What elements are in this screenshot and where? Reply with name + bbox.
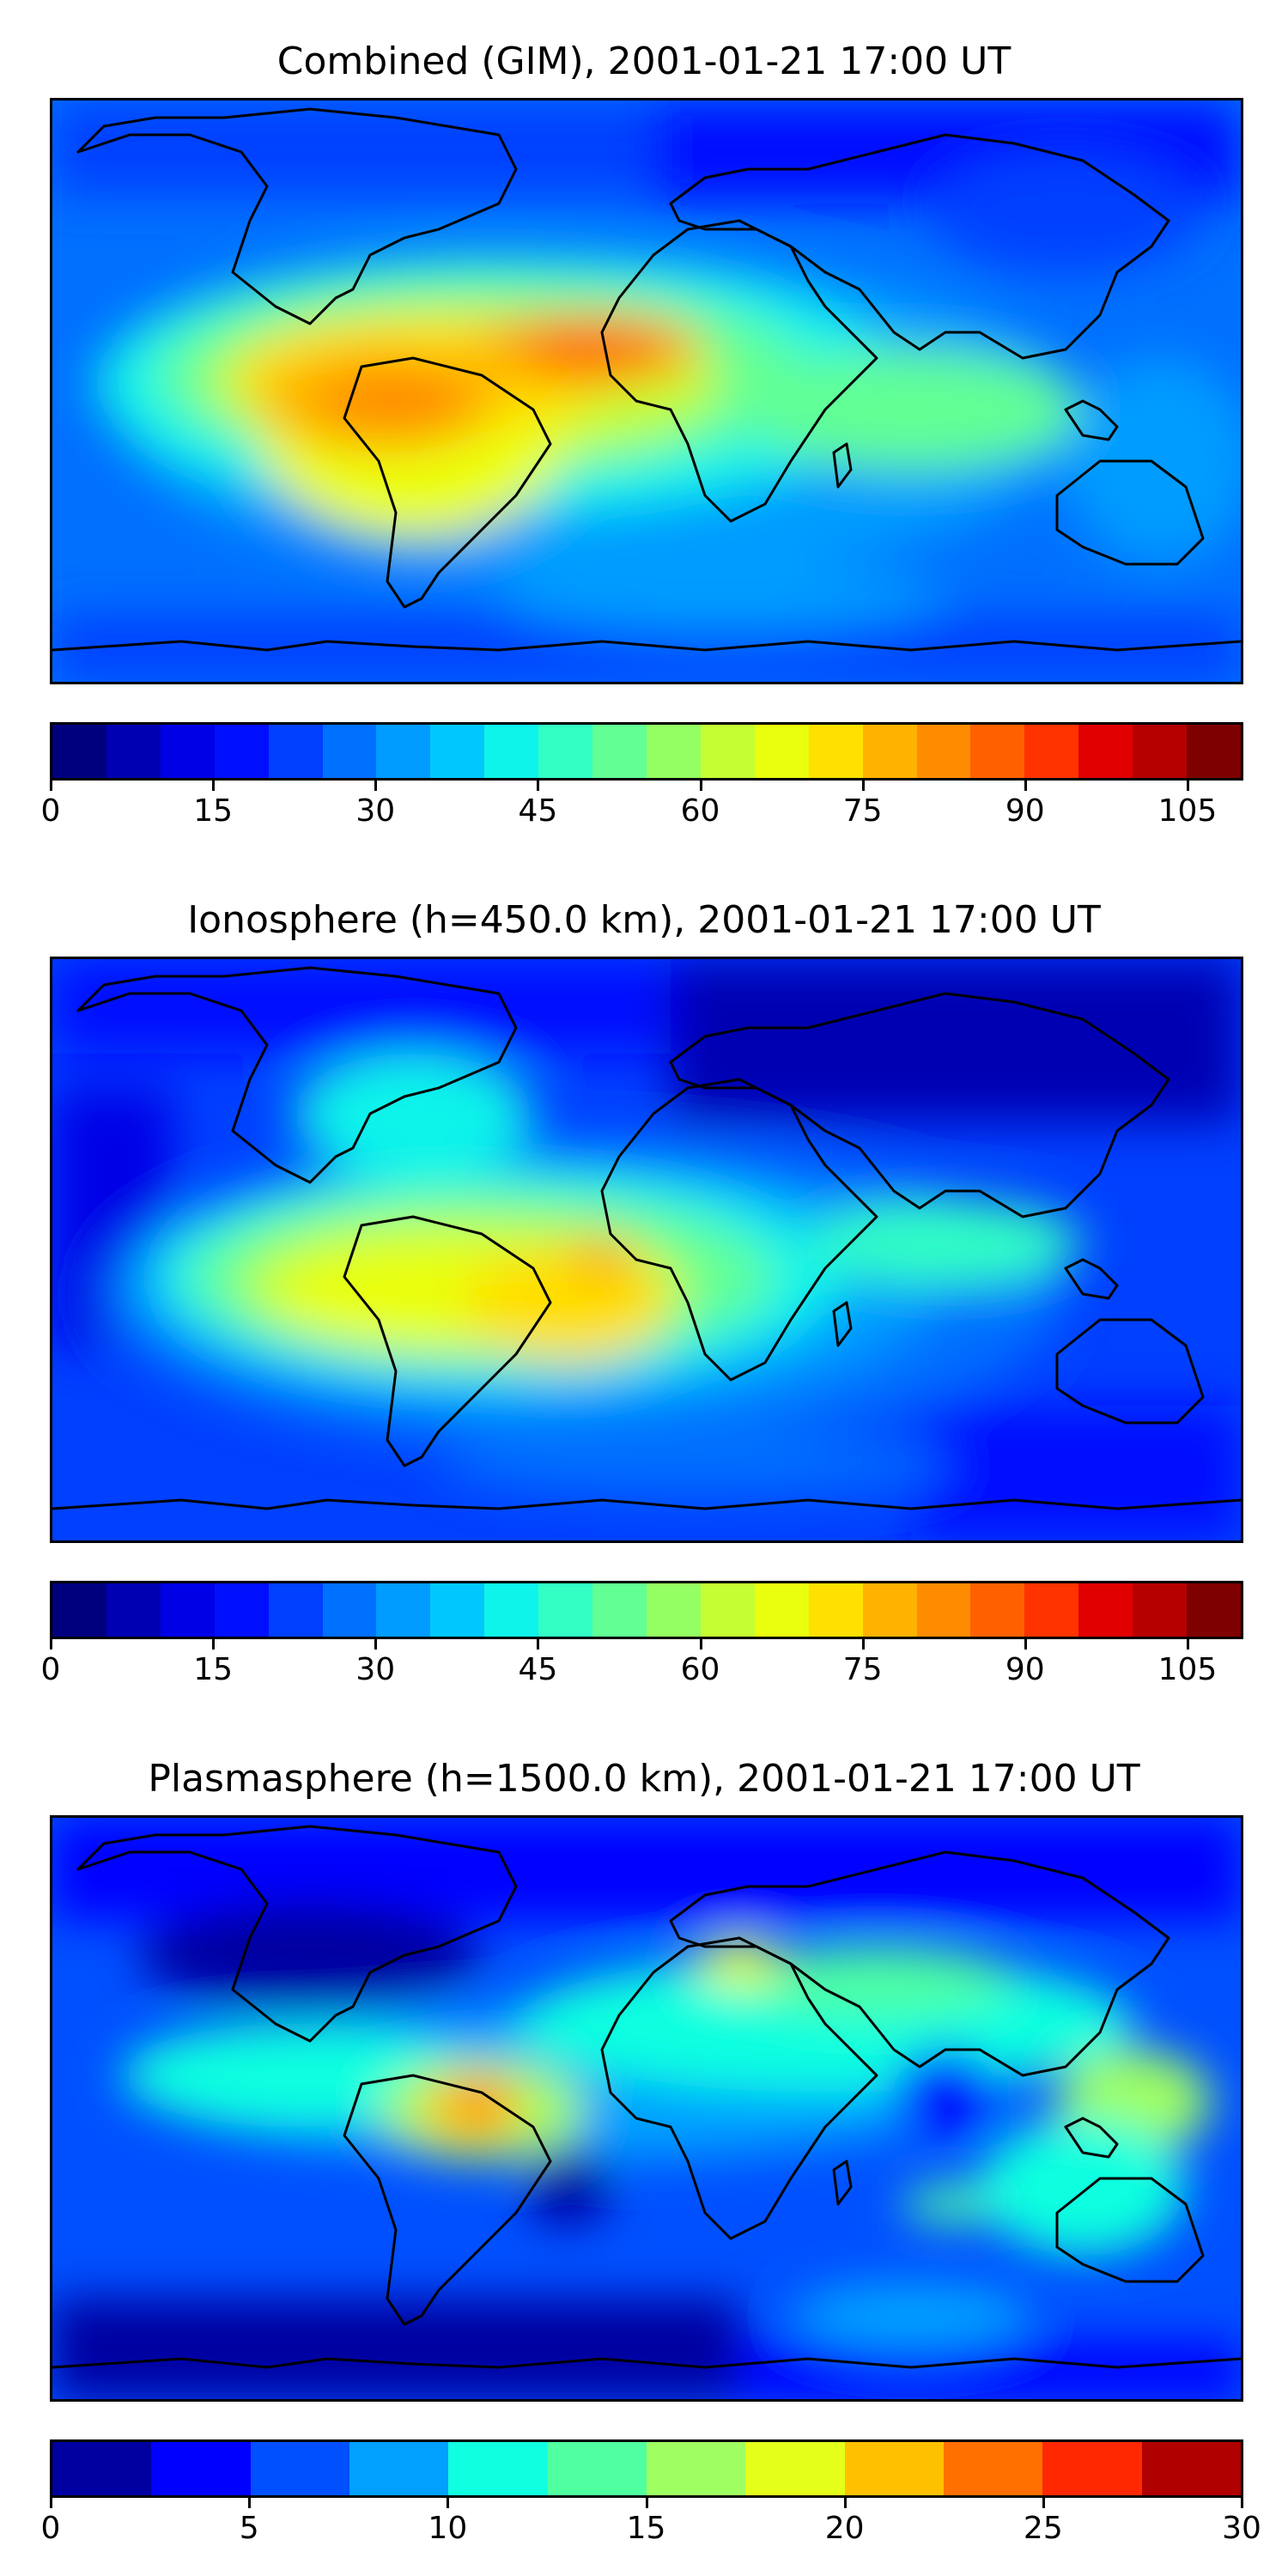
- colorbar-tick-mark: [50, 1639, 52, 1649]
- colorbar-tick-mark: [699, 1639, 702, 1649]
- map-plasmasphere: [50, 1815, 1243, 2402]
- colorbar-tick-mark: [843, 2498, 847, 2508]
- colorbar-tick-label: 75: [842, 793, 883, 829]
- colorbar-tick-label: 25: [1023, 2511, 1063, 2546]
- colorbar-tick-label: 30: [355, 793, 396, 829]
- colorbar-tick-mark: [537, 781, 540, 791]
- map-ionosphere: [50, 957, 1243, 1543]
- colorbar-tick-mark: [1186, 781, 1189, 791]
- colorbar-tick-mark: [1024, 781, 1027, 791]
- colorbar-tick-mark: [1042, 2498, 1045, 2508]
- colorbar-tick-mark: [374, 781, 378, 791]
- colorbar-plasmasphere: [50, 2439, 1243, 2498]
- colorbar-tick-mark: [248, 2498, 252, 2508]
- colorbar-tick-label: 15: [193, 1652, 234, 1687]
- colorbar-tick-label: 0: [40, 2511, 61, 2546]
- colorbar-tick-label: 90: [1005, 1652, 1045, 1687]
- colorbar-tick-mark: [861, 781, 865, 791]
- colorbar-tick-label: 0: [40, 793, 61, 829]
- colorbar-tick-label: 15: [626, 2511, 666, 2546]
- colorbar-tick-mark: [212, 1639, 216, 1649]
- colorbar-tick-mark: [861, 1639, 865, 1649]
- colorbar-combined: [50, 722, 1243, 781]
- colorbar-tick-mark: [699, 781, 702, 791]
- colorbar-tick-label: 0: [40, 1652, 61, 1687]
- colorbar-tick-mark: [50, 2498, 52, 2508]
- colorbar-tick-label: 45: [518, 793, 558, 829]
- colorbar-tick-mark: [50, 781, 52, 791]
- map-title-combined: Combined (GIM), 2001-01-21 17:00 UT: [276, 39, 1012, 83]
- colorbar-tick-label: 5: [239, 2511, 259, 2546]
- colorbar-tick-mark: [374, 1639, 378, 1649]
- colorbar-tick-mark: [1241, 2498, 1243, 2508]
- colorbar-tick-mark: [645, 2498, 648, 2508]
- colorbar-tick-label: 15: [193, 793, 234, 829]
- colorbar-tick-mark: [1024, 1639, 1027, 1649]
- map-combined-gim: [50, 98, 1243, 684]
- colorbar-tick-label: 60: [680, 1652, 720, 1687]
- colorbar-tick-label: 105: [1157, 793, 1218, 829]
- colorbar-tick-mark: [537, 1639, 540, 1649]
- colorbar-tick-label: 30: [355, 1652, 396, 1687]
- map-title-ionosphere: Ionosphere (h=450.0 km), 2001-01-21 17:0…: [187, 898, 1101, 942]
- colorbar-tick-label: 45: [518, 1652, 558, 1687]
- map-title-plasmasphere: Plasmasphere (h=1500.0 km), 2001-01-21 1…: [148, 1757, 1140, 1801]
- colorbar-tick-label: 90: [1005, 793, 1045, 829]
- colorbar-tick-mark: [1186, 1639, 1189, 1649]
- colorbar-tick-mark: [212, 781, 216, 791]
- colorbar-tick-label: 10: [428, 2511, 468, 2546]
- colorbar-tick-label: 30: [1222, 2511, 1261, 2546]
- colorbar-tick-label: 20: [824, 2511, 865, 2546]
- colorbar-tick-label: 105: [1157, 1652, 1218, 1687]
- colorbar-ionosphere: [50, 1581, 1243, 1639]
- colorbar-tick-mark: [447, 2498, 450, 2508]
- colorbar-tick-label: 60: [680, 793, 720, 829]
- colorbar-tick-label: 75: [842, 1652, 883, 1687]
